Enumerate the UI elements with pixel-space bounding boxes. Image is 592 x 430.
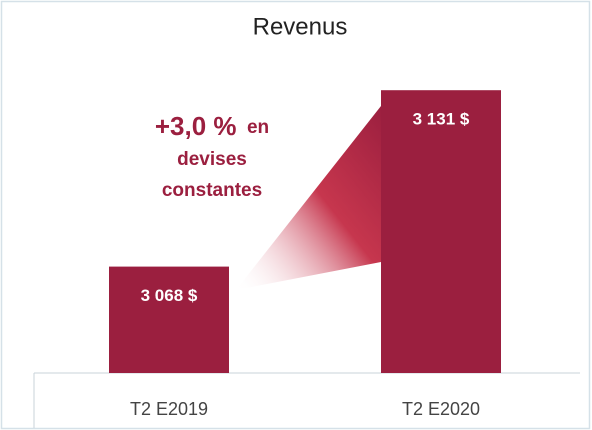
annotation-text: constantes <box>162 180 262 201</box>
x-tick-label: T2 E2019 <box>130 399 208 419</box>
value-label: 3 131 $ <box>413 110 470 129</box>
bar <box>109 266 229 373</box>
chart-title: Revenus <box>253 13 348 40</box>
annotation: +3,0 % en <box>155 111 269 141</box>
annotation-text: devises <box>177 149 247 170</box>
growth-wedge <box>236 106 381 290</box>
bar <box>381 90 501 373</box>
annotation-text: en <box>247 117 269 138</box>
x-tick-label: T2 E2020 <box>402 399 480 419</box>
value-label: 3 068 $ <box>141 286 198 305</box>
annotation-value: +3,0 % <box>155 111 237 141</box>
